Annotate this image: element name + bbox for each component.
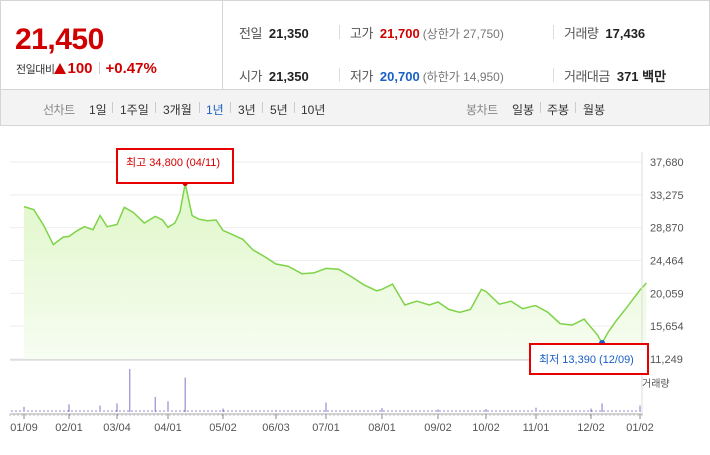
x-tick-label: 01/09 [10, 422, 38, 434]
quote-header: 21,450 전일대비 100 +0.47% 전일 21,350 고가 21,700 (상… [0, 0, 710, 90]
divider [262, 102, 263, 113]
stat-trade-amount: 거래대금 371 백만 [564, 69, 667, 84]
period-10y[interactable]: 10년 [301, 103, 326, 117]
x-tick-label: 05/02 [209, 422, 237, 434]
change-rate: +0.47% [105, 60, 157, 77]
candle-monthly[interactable]: 월봉 [583, 103, 606, 117]
divider [553, 25, 554, 39]
high-price-callout: 최고 34,800 (04/11) [116, 148, 234, 184]
divider [98, 62, 100, 74]
y-tick-label: 11,249 [650, 354, 683, 366]
price-line [23, 183, 647, 345]
x-tick-label: 07/01 [312, 422, 340, 434]
price-area-fill [24, 183, 647, 359]
x-tick-label: 11/01 [523, 422, 550, 434]
x-tick-label: 06/03 [262, 422, 290, 434]
period-1d[interactable]: 1일 [89, 103, 107, 117]
y-tick-label: 37,680 [650, 157, 684, 169]
chart-period-bar: 선차트 1일 1주일 3개월 1년 3년 5년 10년 봉차트 일봉 주봉 월봉 [0, 90, 710, 126]
x-tick-label: 02/01 [55, 422, 83, 434]
x-tick-label: 08/01 [368, 422, 396, 434]
line-chart-label: 선차트 [43, 103, 75, 117]
period-1w[interactable]: 1주일 [120, 103, 149, 117]
y-tick-label: 33,275 [650, 190, 684, 202]
y-tick-label: 24,464 [650, 256, 684, 268]
divider [339, 25, 340, 39]
candle-weekly[interactable]: 주봉 [547, 103, 570, 117]
low-price-label: 최저 13,390 (12/09) [539, 354, 634, 366]
x-tick-label: 04/01 [154, 422, 182, 434]
change-amount: 100 [67, 60, 93, 77]
stat-high: 고가 21,700 (상한가 27,750) [350, 26, 504, 41]
divider [294, 102, 295, 113]
divider [199, 102, 200, 113]
price-change: 전일대비 100 +0.47% [16, 60, 157, 77]
divider [339, 68, 340, 82]
x-tick-label: 01/02 [626, 422, 654, 434]
candle-daily[interactable]: 일봉 [512, 103, 535, 117]
stat-low: 저가 20,700 (하한가 14,950) [350, 69, 504, 84]
divider [553, 68, 554, 82]
change-label: 전일대비 [16, 64, 55, 76]
x-tick-label: 09/02 [424, 422, 452, 434]
x-tick-label: 03/04 [103, 422, 131, 434]
price-chart-svg: 37,680 33,275 28,870 24,464 20,059 15,654 11,2… [9, 152, 684, 434]
current-price: 21,450 [15, 23, 104, 56]
y-tick-label: 28,870 [650, 223, 684, 235]
high-price-label: 최고 34,800 (04/11) [126, 157, 221, 169]
up-triangle-icon [54, 63, 67, 74]
stat-volume: 거래량 17,436 [564, 26, 646, 41]
y-tick-label: 15,654 [650, 321, 684, 333]
low-price-callout: 최저 13,390 (12/09) [529, 343, 649, 375]
price-chart: 37,680 33,275 28,870 24,464 20,059 15,654 11,2… [0, 126, 710, 455]
divider [230, 102, 231, 113]
divider [155, 102, 156, 113]
x-tick-label: 10/02 [472, 422, 500, 434]
volume-label: 거래량 [642, 378, 670, 390]
y-tick-label: 20,059 [650, 288, 684, 300]
x-tick-label: 12/02 [577, 422, 605, 434]
stat-open: 시가 21,350 [239, 69, 309, 84]
divider [540, 102, 541, 113]
divider [575, 102, 576, 113]
period-1y[interactable]: 1년 [206, 103, 224, 117]
price-box: 21,450 전일대비 100 +0.47% [1, 1, 223, 89]
divider [112, 102, 113, 113]
period-3y[interactable]: 3년 [238, 103, 256, 117]
period-3m[interactable]: 3개월 [163, 103, 192, 117]
candle-chart-label: 봉차트 [466, 103, 498, 117]
period-5y[interactable]: 5년 [270, 103, 288, 117]
stat-prev-close: 전일 21,350 [239, 26, 309, 41]
